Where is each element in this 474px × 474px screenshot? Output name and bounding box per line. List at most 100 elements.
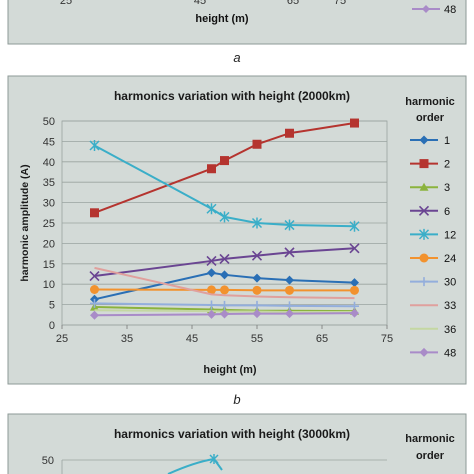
top-legend-label: 48 <box>444 4 456 16</box>
series-48-point-48 <box>207 309 216 319</box>
chart-c-title: harmonics variation with height (3000km) <box>114 427 350 441</box>
legend-marker-1 <box>419 135 429 145</box>
series-6-point-55 <box>251 250 263 261</box>
series-24-point-60 <box>285 285 294 295</box>
chart-b-xlabel: height (m) <box>203 364 256 376</box>
series-2-point-30 <box>90 208 99 218</box>
series-6 <box>89 243 360 282</box>
series-48-point-60 <box>285 309 294 319</box>
legend-marker-6 <box>418 205 430 216</box>
chart-b-y-ticks: 0 5 10 15 20 25 30 35 40 45 50 <box>43 116 55 332</box>
series-30-point-60 <box>285 301 294 311</box>
series-30-point-55 <box>252 300 262 310</box>
series-1-line <box>94 271 355 301</box>
y-tick-15: 15 <box>43 259 55 271</box>
series-48-point-50 <box>220 309 229 319</box>
series-2-point-60 <box>285 128 294 138</box>
y-tick-10: 10 <box>43 279 55 291</box>
legend-label-3: 3 <box>444 182 450 194</box>
y-tick-35: 35 <box>43 177 55 189</box>
series-1-point-60 <box>285 275 294 285</box>
series-6-point-48 <box>206 255 217 267</box>
series-24-point-50 <box>220 285 229 295</box>
series-30-point-50 <box>220 300 229 310</box>
series-36-line <box>94 309 355 313</box>
top-panel-frame <box>7 0 467 45</box>
legend-item-6: 6 <box>410 205 450 218</box>
chart-b: harmonics variation with height (2000km)… <box>7 75 467 385</box>
series-48 <box>90 308 359 320</box>
chart-c-legend-title-1: harmonic <box>405 433 455 445</box>
series-12-point-70 <box>349 220 360 232</box>
x-tick-65: 65 <box>316 333 328 345</box>
x-tick-35: 35 <box>121 333 133 345</box>
series-12-point-30 <box>89 139 100 151</box>
legend-label-1: 1 <box>444 135 450 147</box>
series-30-point-48 <box>207 300 216 310</box>
chart-c: harmonics variation with height (3000km)… <box>7 413 467 474</box>
legend-marker-30 <box>419 277 429 287</box>
y-tick-20: 20 <box>43 238 55 250</box>
legend-label-33: 33 <box>444 300 456 312</box>
legend-marker-3 <box>419 182 429 191</box>
series-2-point-70 <box>350 118 359 128</box>
series-36 <box>94 309 355 313</box>
chart-c-frame <box>7 413 467 474</box>
caption-a: a <box>233 50 240 65</box>
y-tick-25: 25 <box>43 218 55 230</box>
series-1-point-48 <box>207 268 216 278</box>
series-6-point-60 <box>284 247 295 258</box>
y-tick-50: 50 <box>43 116 55 128</box>
legend-item-36: 36 <box>410 324 456 336</box>
legend-item-2: 2 <box>410 159 450 171</box>
chart-b-ylabel: harmonic amplitude (A) <box>19 164 31 281</box>
series-24 <box>90 285 359 295</box>
legend-title-line2: order <box>416 112 445 124</box>
y-tick-5: 5 <box>49 300 55 312</box>
series-6-line <box>94 247 355 278</box>
series-1 <box>90 268 359 304</box>
legend-marker-12 <box>418 228 430 240</box>
top-xlabel: height (m) <box>195 13 248 25</box>
x-tick-45: 45 <box>186 333 198 345</box>
x-tick-75: 75 <box>381 333 393 345</box>
legend-label-12: 12 <box>444 229 456 241</box>
series-30-line <box>94 302 355 308</box>
legend-marker-2 <box>419 159 429 169</box>
top-panel: 25 45 65 75 height (m) 48 <box>7 0 467 45</box>
series-24-point-30 <box>90 285 99 295</box>
top-x-tick-65: 65 <box>287 0 299 7</box>
x-tick-55: 55 <box>251 333 263 345</box>
series-12-point-48 <box>206 203 217 215</box>
series-2-point-55 <box>252 139 262 149</box>
legend-marker-48 <box>419 347 429 357</box>
legend-item-12: 12 <box>410 228 456 241</box>
legend-marker-24 <box>419 253 429 263</box>
legend-title-line1: harmonic <box>405 96 455 108</box>
series-12-point-50 <box>219 211 230 223</box>
top-x-tick-25: 25 <box>60 0 72 7</box>
series-2-point-50 <box>220 156 229 166</box>
series-48-point-30 <box>90 310 99 320</box>
chart-b-title: harmonics variation with height (2000km) <box>114 89 350 103</box>
series-1-point-70 <box>350 278 359 288</box>
caption-b: b <box>233 392 240 407</box>
legend-label-36: 36 <box>444 324 456 336</box>
series-1-point-55 <box>252 273 262 283</box>
series-48-line <box>94 312 355 317</box>
y-tick-40: 40 <box>43 157 55 169</box>
legend-item-1: 1 <box>410 135 450 147</box>
series-1-point-50 <box>220 270 229 280</box>
series-12 <box>89 139 360 232</box>
series-12-point-55 <box>251 217 263 229</box>
chart-b-x-ticks: 25 35 45 55 65 75 <box>56 325 393 345</box>
legend-item-24: 24 <box>410 253 456 265</box>
series-24-point-70 <box>350 285 359 295</box>
y-tick-30: 30 <box>43 198 55 210</box>
chart-c-legend-title-2: order <box>416 450 445 462</box>
top-x-tick-75: 75 <box>334 0 346 7</box>
legend-label-30: 30 <box>444 277 456 289</box>
